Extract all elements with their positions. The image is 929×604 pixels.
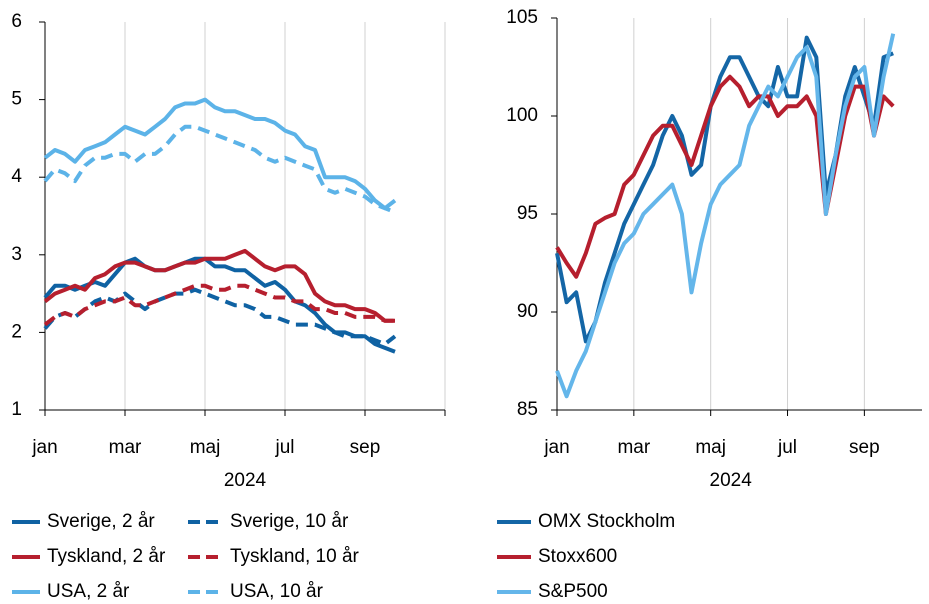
y-tick-label: 90 — [517, 301, 538, 322]
legend-label: Stoxx600 — [538, 546, 617, 567]
x-tick-label: jan — [543, 437, 569, 458]
y-tick-label: 5 — [11, 89, 22, 110]
y-tick-label: 3 — [11, 244, 22, 265]
x-tick-label: mar — [617, 437, 650, 458]
x-tick-label: mar — [109, 437, 142, 458]
y-tick-label: 4 — [11, 166, 22, 187]
x-tick-label: maj — [190, 437, 221, 458]
legend-label: Tyskland, 10 år — [230, 546, 360, 567]
legend-label: Tyskland, 2 år — [47, 546, 166, 567]
legend-label: S&P500 — [538, 581, 608, 602]
y-tick-label: 1 — [11, 399, 22, 420]
y-tick-label: 100 — [506, 105, 538, 126]
legend-label: Sverige, 2 år — [47, 511, 155, 532]
x-tick-label: sep — [849, 437, 880, 458]
x-tick-label: sep — [350, 437, 381, 458]
series-line — [43, 97, 397, 211]
x-tick-label: jul — [777, 437, 797, 458]
legend-label: USA, 10 år — [230, 581, 324, 602]
series-line — [555, 33, 896, 399]
x-tick-label: maj — [695, 437, 726, 458]
series-line — [43, 287, 397, 346]
y-tick-label: 2 — [11, 321, 22, 342]
legend-label: Sverige, 10 år — [230, 511, 349, 532]
y-tick-label: 6 — [11, 11, 22, 32]
legend-label: USA, 2 år — [47, 581, 130, 602]
legend-label: OMX Stockholm — [538, 511, 675, 532]
x-tick-label: jul — [274, 437, 294, 458]
series-line — [43, 124, 396, 214]
x-axis-label: 2024 — [710, 470, 753, 491]
series-line — [43, 283, 395, 327]
y-tick-label: 95 — [517, 203, 538, 224]
series-line — [43, 248, 395, 323]
y-tick-label: 85 — [517, 399, 538, 420]
x-axis-label: 2024 — [224, 470, 267, 491]
x-tick-label: jan — [31, 437, 57, 458]
y-tick-label: 105 — [506, 7, 538, 28]
